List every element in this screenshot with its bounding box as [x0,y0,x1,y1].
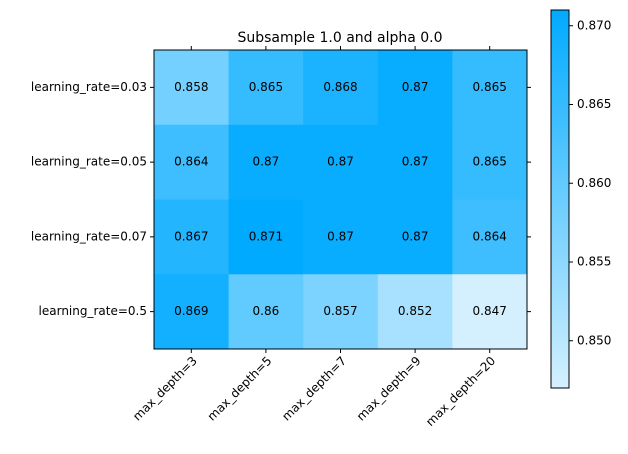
heatmap-cell [154,274,230,350]
heatmap-cell [154,124,230,200]
cell-label: 0.86 [253,304,280,318]
heatmap-cell [452,124,528,200]
colorbar-tick-label: 0.850 [577,333,611,347]
chart-title: Subsample 1.0 and alpha 0.0 [237,30,442,46]
heatmap-cell [377,124,453,200]
cell-label: 0.87 [327,229,354,243]
x-tick-label: max_depth=7 [279,354,349,424]
cell-label: 0.858 [174,80,208,94]
cell-label: 0.865 [249,80,283,94]
y-tick-label: learning_rate=0.03 [31,80,147,94]
cell-label: 0.865 [473,155,507,169]
colorbar [550,9,570,389]
cell-label: 0.857 [323,304,357,318]
heatmap-cell [377,199,453,275]
heatmap-cell [303,199,379,275]
cell-label: 0.867 [174,229,208,243]
y-tick-label: learning_rate=0.5 [39,304,147,318]
heatmap-cell [377,274,453,350]
heatmap-cell [228,50,304,126]
colorbar-tick-label: 0.865 [577,97,611,111]
cell-label: 0.852 [398,304,432,318]
cell-label: 0.864 [174,155,208,169]
x-tick-label: max_depth=20 [423,354,498,429]
cell-label: 0.87 [402,80,429,94]
cell-label: 0.865 [473,80,507,94]
colorbar-tick-label: 0.855 [577,255,611,269]
heatmap-cell [303,50,379,126]
heatmap-cell [228,199,304,275]
heatmap-cell [228,274,304,350]
heatmap-cell [452,50,528,126]
x-tick-label: max_depth=9 [354,354,424,424]
heatmap-cell [154,50,230,126]
cell-label: 0.87 [327,155,354,169]
cell-label: 0.864 [473,229,507,243]
cell-label: 0.869 [174,304,208,318]
y-tick-label: learning_rate=0.05 [31,155,147,169]
heatmap-cell [377,50,453,126]
cell-label: 0.87 [402,155,429,169]
x-tick-label: max_depth=5 [205,354,275,424]
cell-label: 0.871 [249,229,283,243]
heatmap-cell [303,274,379,350]
heatmap-cell [452,199,528,275]
cell-label: 0.87 [402,229,429,243]
colorbar-tick-label: 0.860 [577,176,611,190]
cell-label: 0.868 [323,80,357,94]
x-tick-label: max_depth=3 [130,354,200,424]
cell-label: 0.87 [253,155,280,169]
cell-label: 0.847 [473,304,507,318]
heatmap-cell [154,199,230,275]
heatmap-cell [228,124,304,200]
heatmap-cell [452,274,528,350]
heatmap-cell [303,124,379,200]
colorbar-tick-label: 0.870 [577,18,611,32]
y-tick-label: learning_rate=0.07 [31,229,147,243]
